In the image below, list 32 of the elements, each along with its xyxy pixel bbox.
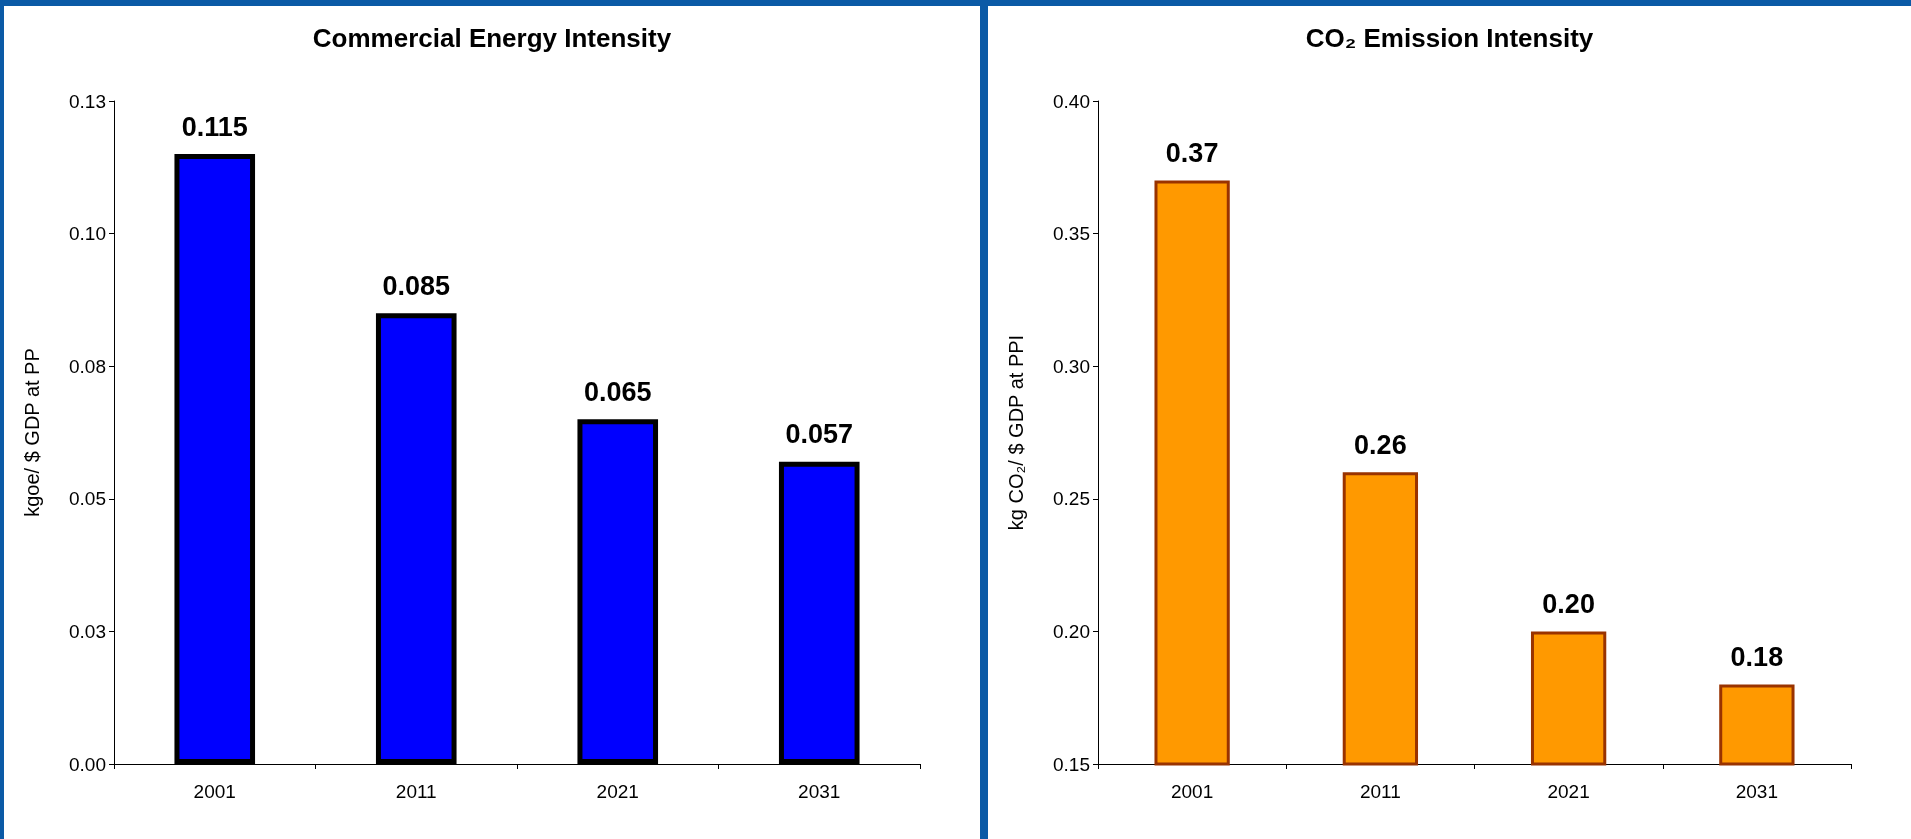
data-label: 0.37 — [1165, 138, 1219, 169]
y-tick-label: 0.13 — [69, 90, 106, 112]
x-tick-label: 2031 — [798, 781, 841, 802]
y-axis-title: kg CO₂/ $ GDP at PPI — [1005, 334, 1027, 531]
x-tick-label: 2011 — [1359, 781, 1401, 802]
y-tick-label: 0.40 — [1053, 90, 1090, 112]
data-label: 0.18 — [1730, 641, 1784, 672]
y-tick-label: 0.15 — [1053, 753, 1090, 775]
x-tick-label: 2031 — [1735, 781, 1779, 802]
x-tick-label: 2021 — [1547, 781, 1590, 802]
data-label: 0.115 — [181, 111, 248, 142]
data-label: 0.20 — [1542, 588, 1595, 619]
x-tick-label: 2001 — [1170, 781, 1214, 802]
data-label: 0.085 — [382, 270, 451, 301]
y-tick-label: 0.08 — [69, 355, 106, 377]
chart-title: Commercial Energy Intensity — [312, 23, 672, 53]
data-label: 0.057 — [785, 419, 854, 450]
y-tick-label: 0.00 — [69, 753, 106, 775]
y-tick-label: 0.35 — [1053, 223, 1090, 245]
x-tick-label: 2001 — [193, 781, 236, 802]
y-tick-label: 0.25 — [1053, 488, 1090, 510]
x-tick-label: 2011 — [395, 781, 437, 802]
y-tick-label: 0.30 — [1053, 355, 1090, 377]
y-tick-label: 0.10 — [69, 223, 106, 245]
y-tick-label: 0.05 — [69, 488, 106, 510]
data-label: 0.26 — [1354, 429, 1407, 460]
chart-title: CO₂ Emission Intensity — [1305, 23, 1594, 53]
y-axis-title: kgoe/ $ GDP at PP — [21, 348, 43, 517]
x-tick-label: 2021 — [596, 781, 639, 802]
y-tick-label: 0.20 — [1053, 620, 1090, 642]
data-label: 0.065 — [583, 376, 652, 407]
y-tick-label: 0.03 — [69, 620, 106, 642]
